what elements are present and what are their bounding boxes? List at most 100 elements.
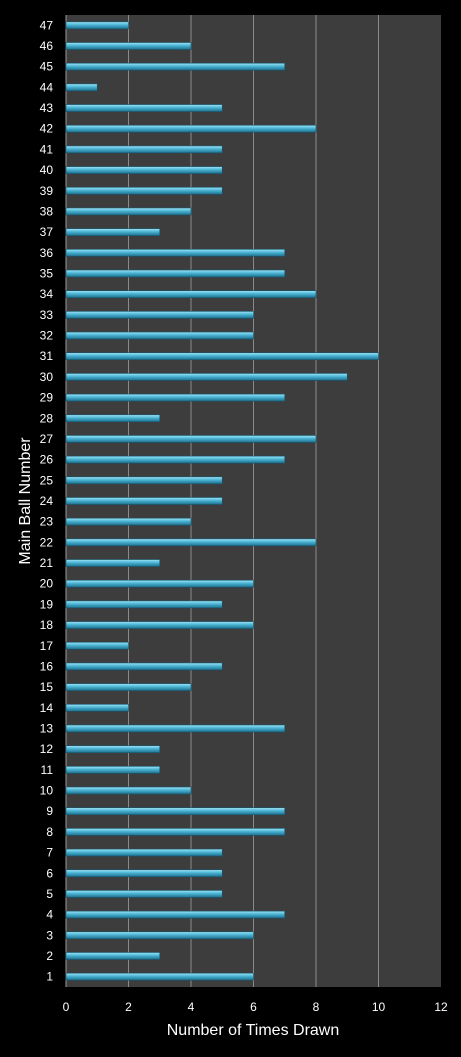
bar-ball-42 [65, 124, 317, 133]
bar-ball-15 [65, 683, 192, 691]
y-tick-label: 9 [46, 804, 53, 818]
x-tick-label: 2 [125, 1000, 132, 1014]
bar-ball-20 [65, 579, 254, 588]
bar-ball-13 [65, 724, 286, 733]
bars [65, 21, 379, 981]
bar-ball-45 [65, 62, 286, 71]
bar-ball-1 [65, 972, 254, 981]
bar-ball-44 [65, 83, 98, 92]
bar-ball-3 [65, 931, 254, 940]
y-tick-label: 47 [40, 18, 54, 32]
x-tick-label: 8 [313, 1000, 320, 1014]
y-tick-label: 14 [40, 701, 54, 715]
y-tick-label: 18 [40, 618, 54, 632]
bar-ball-14 [65, 704, 129, 712]
x-tick-label: 4 [188, 1000, 195, 1014]
bar-ball-11 [65, 766, 161, 774]
y-tick-label: 39 [40, 184, 54, 198]
bar-ball-26 [65, 455, 286, 464]
bar-ball-21 [65, 559, 161, 567]
bar-ball-7 [65, 848, 223, 857]
y-tick-label: 37 [40, 225, 54, 239]
bar-ball-10 [65, 786, 192, 795]
bar-ball-23 [65, 517, 192, 526]
y-tick-label: 27 [40, 432, 54, 446]
y-tick-label: 1 [46, 970, 53, 984]
y-tick-label: 8 [46, 825, 53, 839]
bar-ball-35 [65, 269, 286, 278]
y-tick-label: 6 [46, 866, 53, 880]
y-tick-label: 45 [40, 60, 54, 74]
y-axis-title: Main Ball Number [17, 437, 34, 565]
y-tick-label: 4 [46, 908, 53, 922]
bar-ball-41 [65, 145, 223, 154]
x-tick-label: 12 [434, 1000, 448, 1014]
y-tick-label: 42 [40, 122, 54, 136]
bar-ball-38 [65, 207, 192, 216]
bar-ball-39 [65, 186, 223, 195]
y-tick-label: 22 [40, 535, 54, 549]
y-tick-label: 17 [40, 639, 54, 653]
y-tick-label: 11 [41, 763, 54, 777]
y-tick-label: 41 [40, 142, 54, 156]
y-tick-label: 25 [40, 473, 54, 487]
bar-ball-8 [65, 828, 286, 836]
y-tick-label: 31 [40, 349, 54, 363]
y-tick-label: 43 [40, 101, 54, 115]
x-tick-labels: 0 2 4 6 8 10 12 [63, 1000, 448, 1014]
y-tick-label: 26 [40, 453, 54, 467]
bar-ball-46 [65, 42, 192, 50]
x-axis-title: Number of Times Drawn [167, 1022, 340, 1039]
y-tick-label: 29 [40, 391, 54, 405]
bar-ball-24 [65, 497, 223, 505]
bar-ball-22 [65, 538, 317, 547]
bar-ball-36 [65, 249, 286, 257]
bar-ball-31 [65, 352, 379, 361]
bar-ball-28 [65, 414, 161, 423]
bar-ball-32 [65, 331, 254, 340]
bar-ball-47 [65, 21, 129, 30]
y-tick-label: 34 [40, 287, 54, 301]
bar-ball-37 [65, 228, 161, 236]
y-tick-label: 16 [40, 659, 54, 673]
bar-ball-43 [65, 104, 223, 112]
x-tick-label: 0 [63, 1000, 70, 1014]
bar-ball-30 [65, 373, 348, 381]
bar-ball-2 [65, 952, 161, 960]
y-tick-label: 46 [40, 39, 54, 53]
y-tick-label: 2 [46, 949, 53, 963]
bar-ball-17 [65, 641, 129, 650]
bar-ball-9 [65, 807, 286, 816]
bar-ball-4 [65, 910, 286, 919]
x-tick-label: 6 [250, 1000, 257, 1014]
y-tick-label: 33 [40, 308, 54, 322]
y-tick-label: 35 [40, 267, 54, 281]
bar-ball-19 [65, 600, 223, 609]
bar-ball-16 [65, 662, 223, 671]
bar-ball-6 [65, 869, 223, 878]
y-tick-label: 21 [40, 556, 54, 570]
y-tick-label: 40 [40, 163, 54, 177]
y-tick-label: 13 [40, 721, 54, 735]
y-tick-label: 10 [40, 784, 54, 798]
bar-ball-5 [65, 890, 223, 898]
y-tick-label: 30 [40, 370, 54, 384]
y-tick-labels: 1234567891011121314151617181920212223242… [40, 18, 54, 983]
bar-ball-18 [65, 621, 254, 629]
y-tick-label: 12 [40, 742, 54, 756]
bar-ball-29 [65, 393, 286, 402]
bar-ball-27 [65, 435, 317, 443]
bar-ball-25 [65, 476, 223, 485]
bar-ball-12 [65, 745, 161, 753]
y-tick-label: 23 [40, 515, 54, 529]
y-tick-label: 24 [40, 494, 54, 508]
y-tick-label: 28 [40, 411, 54, 425]
y-tick-label: 20 [40, 577, 54, 591]
y-tick-label: 36 [40, 246, 54, 260]
y-tick-label: 32 [40, 329, 54, 343]
bar-ball-33 [65, 311, 254, 319]
bar-ball-40 [65, 166, 223, 174]
y-tick-label: 5 [46, 887, 53, 901]
